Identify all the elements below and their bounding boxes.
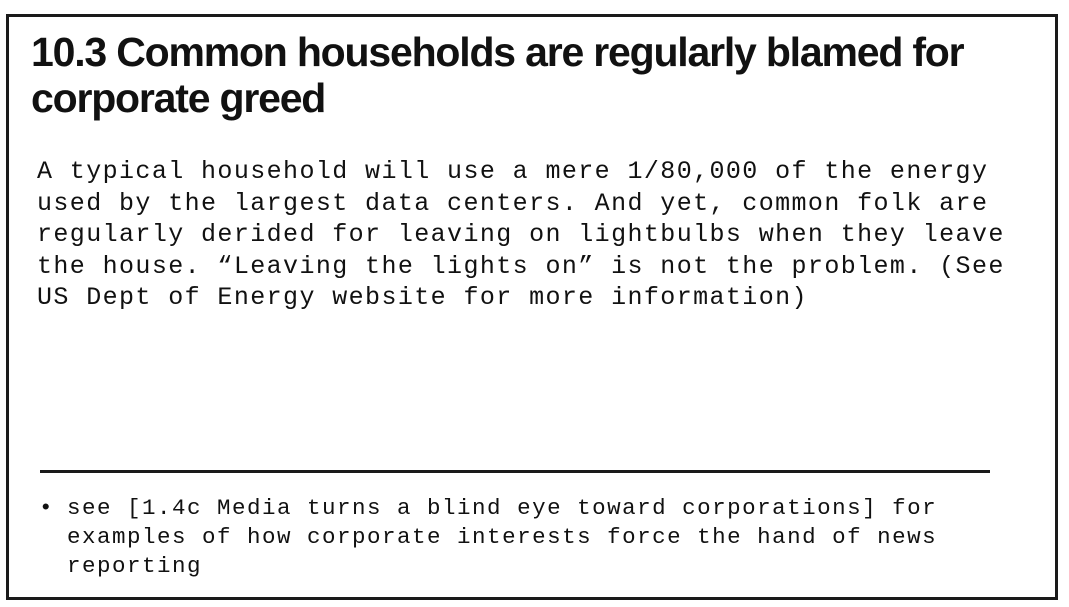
- card-body-text: A typical household will use a mere 1/80…: [37, 157, 1005, 312]
- bullet-icon: •: [39, 495, 55, 521]
- card-title: 10.3 Common households are regularly bla…: [31, 29, 965, 121]
- footnote-text: see [1.4c Media turns a blind eye toward…: [67, 495, 938, 579]
- footnote-item: • see [1.4c Media turns a blind eye towa…: [37, 494, 1027, 581]
- content-card: 10.3 Common households are regularly bla…: [6, 14, 1058, 600]
- footnote-list: • see [1.4c Media turns a blind eye towa…: [37, 494, 1027, 581]
- section-divider: [40, 470, 990, 473]
